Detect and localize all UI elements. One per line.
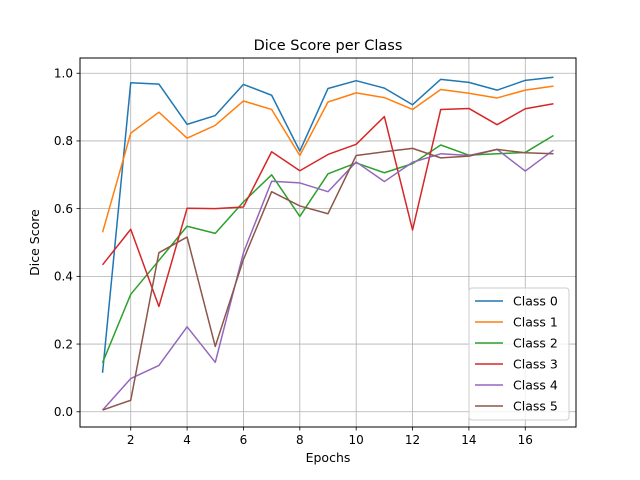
legend: Class 0 Class 1 Class 2 Class 3 Class 4 Class… xyxy=(468,287,570,421)
series-lines xyxy=(101,76,554,411)
legend-label: Class 1 xyxy=(513,315,558,330)
y-tick-label: 0.6 xyxy=(54,202,73,216)
x-tick-label: 8 xyxy=(296,433,304,447)
x-tick-label: 12 xyxy=(405,433,420,447)
series-line-class-0 xyxy=(101,76,554,373)
x-tick-label: 4 xyxy=(183,433,191,447)
ticks: 2 4 6 8 10 12 14 16 0.0 0.2 0.4 0.6 0.8 1.0 xyxy=(54,66,533,447)
x-tick-label: 2 xyxy=(127,433,135,447)
x-tick-label: 16 xyxy=(518,433,533,447)
series-line-class-3 xyxy=(101,102,554,308)
y-axis-label: Dice Score xyxy=(27,209,42,276)
x-tick-label: 14 xyxy=(461,433,476,447)
y-tick-label: 0.2 xyxy=(54,337,73,351)
x-tick-label: 10 xyxy=(349,433,364,447)
y-tick-label: 0.4 xyxy=(54,270,73,284)
y-tick-label: 1.0 xyxy=(54,66,73,80)
series-line-class-2 xyxy=(101,134,554,363)
legend-label: Class 2 xyxy=(513,336,558,351)
legend-box xyxy=(468,287,570,421)
axes-frame xyxy=(79,57,577,428)
legend-label: Class 5 xyxy=(513,399,558,414)
series-line-class-1 xyxy=(101,85,554,233)
x-tick-label: 6 xyxy=(240,433,248,447)
legend-label: Class 4 xyxy=(513,378,558,393)
y-tick-label: 0.0 xyxy=(54,405,73,419)
legend-label: Class 3 xyxy=(513,357,558,372)
x-axis-label: Epochs xyxy=(306,450,351,465)
legend-label: Class 0 xyxy=(513,294,558,309)
series-line-class-5 xyxy=(102,147,554,411)
y-tick-label: 0.8 xyxy=(54,134,73,148)
chart-title: Dice Score per Class xyxy=(254,38,403,54)
